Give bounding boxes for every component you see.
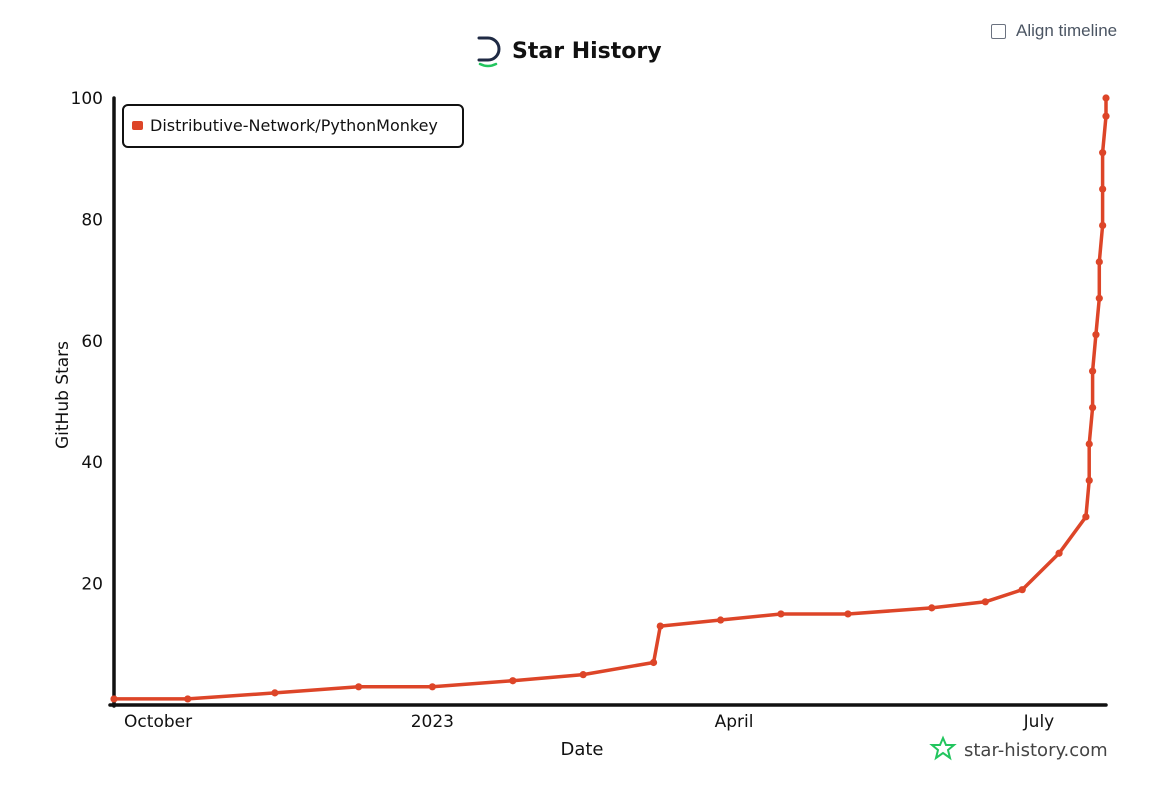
- data-point: [271, 689, 279, 697]
- data-point: [579, 671, 587, 679]
- y-tick-label: 100: [71, 89, 103, 109]
- x-tick-label: October: [124, 712, 192, 732]
- data-point: [928, 604, 936, 612]
- data-point: [777, 610, 785, 618]
- data-point: [1018, 586, 1026, 594]
- x-tick-label: July: [1023, 712, 1055, 732]
- data-point: [1102, 94, 1110, 102]
- data-point: [1088, 403, 1097, 412]
- data-point: [184, 695, 192, 703]
- y-tick-label: 60: [81, 332, 103, 352]
- data-point: [981, 598, 989, 606]
- legend-series-label: Distributive-Network/PythonMonkey: [150, 116, 438, 135]
- watermark: star-history.com: [929, 735, 1108, 761]
- align-timeline-toggle[interactable]: Align timeline: [991, 21, 1117, 41]
- chart-title: Star History: [512, 39, 662, 64]
- data-point: [1085, 440, 1093, 448]
- y-axis-label: GitHub Stars: [53, 341, 73, 449]
- data-point: [656, 622, 664, 630]
- legend-swatch: [132, 121, 143, 130]
- legend: Distributive-Network/PythonMonkey: [122, 104, 464, 148]
- x-axis-label: Date: [560, 739, 603, 760]
- data-point: [844, 610, 852, 618]
- x-tick-label: 2023: [411, 712, 454, 732]
- data-point: [1099, 149, 1107, 157]
- x-tick-label: April: [715, 712, 754, 732]
- y-tick-label: 80: [81, 210, 103, 230]
- data-point: [509, 677, 517, 685]
- data-point: [1085, 476, 1093, 485]
- align-timeline-label: Align timeline: [1016, 21, 1118, 40]
- series-line: [112, 96, 1108, 701]
- data-point: [1095, 294, 1103, 302]
- data-point: [1088, 367, 1097, 375]
- align-timeline-checkbox[interactable]: [991, 23, 1006, 39]
- data-point: [1099, 185, 1107, 193]
- star-outline-icon: [929, 735, 957, 761]
- star-history-logo-icon: [477, 36, 501, 68]
- y-tick-label: 20: [81, 575, 103, 595]
- data-point: [1092, 331, 1100, 339]
- y-tick-label: 40: [81, 453, 103, 473]
- data-point: [110, 695, 118, 703]
- data-point: [1099, 221, 1107, 230]
- data-point: [355, 683, 363, 691]
- data-point: [1095, 258, 1103, 266]
- data-point: [1055, 549, 1063, 557]
- data-point: [1102, 112, 1110, 120]
- legend-box: [122, 104, 464, 148]
- data-point: [1082, 513, 1090, 521]
- data-point: [428, 683, 436, 691]
- watermark-text: star-history.com: [964, 740, 1108, 761]
- data-point: [716, 616, 725, 624]
- data-point: [649, 658, 658, 667]
